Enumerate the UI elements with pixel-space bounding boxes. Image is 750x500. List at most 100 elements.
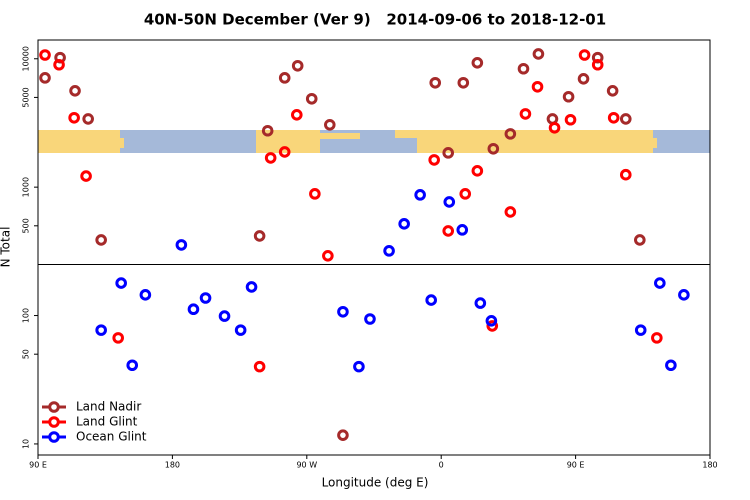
point	[95, 324, 107, 336]
point	[290, 109, 303, 121]
point	[278, 146, 291, 158]
point	[531, 80, 544, 93]
point	[199, 292, 212, 304]
point	[264, 152, 277, 164]
point	[519, 108, 532, 120]
point	[578, 49, 591, 61]
point	[323, 118, 336, 131]
point	[126, 359, 139, 372]
x-tick-label: 90 W	[296, 461, 317, 470]
point	[474, 297, 487, 309]
y-tick-label: 1000	[22, 177, 31, 197]
point	[261, 124, 274, 137]
point	[278, 72, 291, 84]
x-tick-label: 180	[165, 461, 180, 470]
point	[187, 303, 200, 316]
y-tick-label: 5000	[22, 87, 31, 107]
point	[634, 324, 647, 336]
point	[654, 277, 666, 289]
chart-title: 40N-50N December (Ver 9) 2014-09-06 to 2…	[144, 11, 606, 29]
point	[428, 154, 440, 166]
point	[53, 58, 65, 71]
legend-label: Land Nadir	[76, 400, 141, 414]
point	[218, 310, 231, 322]
legend-marker	[48, 401, 60, 413]
point	[337, 429, 349, 441]
map-band	[38, 130, 710, 153]
point	[39, 72, 51, 84]
point	[619, 168, 632, 181]
point	[562, 90, 575, 103]
point	[398, 218, 410, 230]
point	[607, 111, 620, 124]
point	[115, 277, 127, 289]
point	[591, 58, 604, 71]
point	[69, 84, 81, 97]
point	[471, 165, 484, 177]
point	[175, 239, 188, 251]
point	[665, 359, 677, 372]
point	[443, 196, 456, 208]
x-tick-label: 0	[439, 461, 444, 470]
x-axis-label: Longitude (deg E)	[322, 476, 429, 490]
point	[383, 245, 395, 257]
y-tick-label: 10000	[22, 46, 31, 71]
point	[322, 249, 334, 262]
point	[606, 84, 619, 97]
x-tick-label: 90 E	[567, 461, 585, 470]
legend-marker	[48, 416, 60, 428]
y-axis-label: N Total	[0, 227, 13, 268]
point	[459, 188, 472, 200]
point	[95, 234, 107, 246]
point	[504, 206, 517, 218]
plot-frame	[37, 39, 711, 456]
point	[429, 76, 442, 89]
point	[504, 128, 517, 140]
legend-marker	[48, 431, 60, 443]
point	[678, 289, 690, 301]
point	[305, 92, 318, 105]
point	[234, 324, 247, 336]
point	[456, 224, 469, 236]
point	[82, 113, 94, 125]
point	[337, 305, 349, 318]
point	[564, 113, 577, 126]
point	[291, 59, 304, 72]
point	[487, 142, 500, 155]
point	[364, 313, 376, 325]
point	[532, 48, 545, 60]
point	[651, 332, 663, 344]
point	[548, 121, 561, 134]
point	[577, 73, 590, 85]
point	[517, 62, 530, 75]
point	[245, 281, 258, 293]
point	[442, 225, 455, 237]
point	[486, 320, 499, 332]
point	[485, 315, 498, 327]
point	[309, 188, 321, 200]
x-tick-label: 180	[702, 461, 717, 470]
point	[619, 113, 632, 125]
point	[425, 294, 437, 306]
point	[471, 57, 484, 69]
point	[634, 234, 646, 246]
y-tick-label: 10	[22, 439, 31, 449]
legend-label: Ocean Glint	[76, 430, 147, 444]
point	[39, 49, 51, 61]
point	[253, 360, 266, 373]
legend-label: Land Glint	[76, 415, 138, 429]
point	[414, 189, 426, 201]
y-tick-label: 500	[22, 218, 31, 233]
point	[353, 360, 365, 373]
point	[457, 76, 470, 89]
y-tick-label: 50	[22, 349, 31, 359]
point	[112, 332, 124, 344]
x-tick-label: 90 E	[29, 461, 47, 470]
point	[253, 230, 266, 242]
point	[546, 113, 559, 125]
point	[139, 289, 152, 301]
point	[442, 147, 455, 159]
y-tick-label: 100	[22, 308, 31, 323]
point	[80, 170, 92, 182]
